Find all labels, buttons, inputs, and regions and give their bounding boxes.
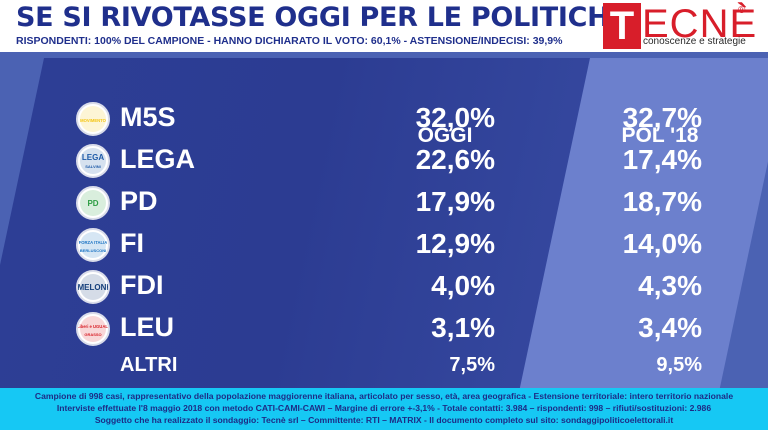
value-oggi: 4,0% [431, 270, 495, 301]
party-name: LEGA [120, 144, 196, 174]
fi-logo-icon: FORZA ITALIA BERLUSCONI [76, 228, 110, 262]
party-row: FORZA ITALIA BERLUSCONI FI 12,9% 14,0% [0, 226, 768, 266]
svg-text:MELONI: MELONI [78, 283, 108, 292]
tecne-logo: T ECNÈ conoscenze e strategie ® [603, 2, 756, 49]
value-pol18: 14,0% [622, 228, 702, 259]
value-oggi: 12,9% [415, 228, 495, 259]
footer-line-2: Interviste effettuate l'8 maggio 2018 co… [56, 403, 712, 413]
svg-text:FORZA ITALIA: FORZA ITALIA [79, 240, 108, 245]
value-oggi: 22,6% [415, 144, 495, 175]
party-row: MELONI FDI 4,0% 4,3% [0, 268, 768, 308]
party-name: PD [120, 186, 158, 216]
pd-logo-icon: PD [76, 186, 110, 220]
svg-text:Liberi e UGUALI: Liberi e UGUALI [78, 324, 108, 329]
column-header-pol18: POL '18 [621, 124, 699, 147]
value-pol18: 9,5% [656, 354, 702, 376]
value-pol18: 18,7% [622, 186, 702, 217]
lega-logo-icon: LEGA SALVINI [76, 144, 110, 178]
value-pol18: 17,4% [622, 144, 702, 175]
svg-text:LEGA: LEGA [82, 153, 104, 162]
page-title: SE SI RIVOTASSE OGGI PER LE POLITICHE [16, 2, 628, 33]
value-oggi: 17,9% [415, 186, 495, 217]
party-name: FDI [120, 270, 164, 300]
value-oggi: 7,5% [449, 354, 495, 376]
party-row: MOVIMENTO M5S 32,0% 32,7% [0, 100, 768, 140]
value-pol18: 32,7% [622, 102, 702, 133]
svg-text:MOVIMENTO: MOVIMENTO [80, 118, 106, 123]
page-subtitle: RISPONDENTI: 100% DEL CAMPIONE - HANNO D… [16, 35, 563, 47]
column-header-oggi: OGGI [417, 124, 473, 147]
party-name: LEU [120, 312, 174, 342]
value-oggi: 3,1% [431, 312, 495, 343]
fdi-logo-icon: MELONI [76, 270, 110, 304]
party-row: Liberi e UGUALI GRASSO LEU 3,1% 3,4% [0, 310, 768, 350]
party-name: M5S [120, 102, 176, 132]
svg-text:SALVINI: SALVINI [85, 164, 100, 169]
svg-text:BERLUSCONI: BERLUSCONI [80, 248, 106, 253]
party-name: FI [120, 228, 144, 258]
value-pol18: 4,3% [638, 270, 702, 301]
svg-text:PD: PD [87, 199, 98, 208]
footer: Campione di 998 casi, rappresentativo de… [0, 388, 768, 430]
svg-text:GRASSO: GRASSO [84, 332, 101, 337]
tecne-logo-word: ECNÈ [642, 2, 758, 46]
party-row: LEGA SALVINI LEGA 22,6% 17,4% [0, 142, 768, 182]
footer-line-1: Campione di 998 casi, rappresentativo de… [34, 391, 734, 401]
tecne-logo-mark: T [603, 3, 641, 49]
header: SE SI RIVOTASSE OGGI PER LE POLITICHE RI… [0, 0, 768, 52]
tecne-logo-registered: ® [738, 5, 746, 16]
value-oggi: 32,0% [415, 102, 495, 133]
leu-logo-icon: Liberi e UGUALI GRASSO [76, 312, 110, 346]
party-row: ALTRI 7,5% 9,5% [0, 348, 768, 388]
results-panel: OGGI POL '18 MOVIMENTO M5S 32,0% 32,7% LEGA S… [0, 58, 768, 388]
value-pol18: 3,4% [638, 312, 702, 343]
party-name: ALTRI [120, 354, 178, 376]
party-row: PD PD 17,9% 18,7% [0, 184, 768, 224]
tecne-logo-tagline: conoscenze e strategie [643, 36, 746, 47]
m5s-logo-icon: MOVIMENTO [76, 102, 110, 136]
footer-line-3: Soggetto che ha realizzato il sondaggio:… [94, 415, 674, 425]
